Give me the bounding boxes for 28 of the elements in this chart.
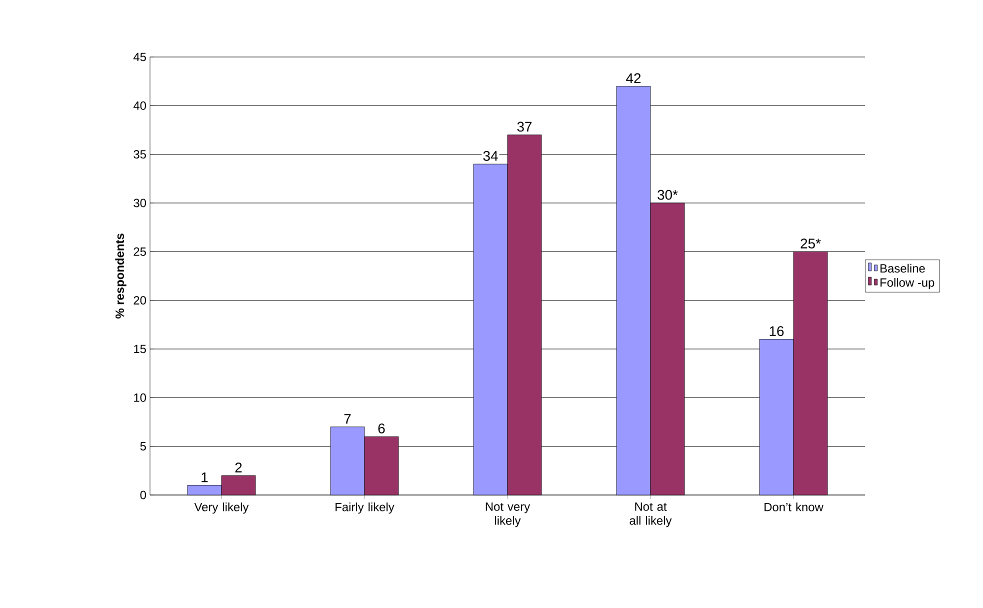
y-tick-label: 40: [133, 101, 146, 110]
x-tick-label: Not at all likely: [630, 502, 672, 528]
y-tick-label: 5: [140, 442, 146, 450]
data-label: 25*: [800, 238, 821, 248]
data-label: 16: [770, 326, 784, 336]
data-label: 7: [344, 414, 351, 424]
y-tick-label: 35: [134, 150, 146, 159]
data-label: 6: [378, 424, 385, 434]
y-tick-label: 20: [134, 296, 146, 305]
data-label: 34: [483, 150, 498, 161]
x-tick-label: Not very likely: [486, 502, 530, 528]
y-tick-label: 10: [134, 393, 146, 402]
y-tick-label: 25: [134, 247, 146, 256]
data-label: 2: [235, 462, 242, 472]
legend-label: Baseline: [880, 264, 925, 273]
legend-label: Follow -up: [880, 278, 934, 290]
y-axis-title: % respondents: [115, 234, 126, 319]
y-tick-label: 30: [134, 198, 146, 208]
x-tick-label: Fairly likely: [336, 502, 394, 514]
data-label: 42: [626, 73, 641, 83]
x-tick-label: Don’t know: [764, 502, 824, 512]
data-label: 1: [202, 472, 208, 482]
y-tick-label: 45: [133, 52, 146, 62]
y-tick-label: 0: [140, 490, 146, 500]
data-label: 30*: [658, 190, 678, 200]
y-tick-label: 15: [134, 344, 146, 354]
data-label: 37: [517, 122, 532, 132]
x-tick-label: Very likely: [194, 502, 249, 514]
